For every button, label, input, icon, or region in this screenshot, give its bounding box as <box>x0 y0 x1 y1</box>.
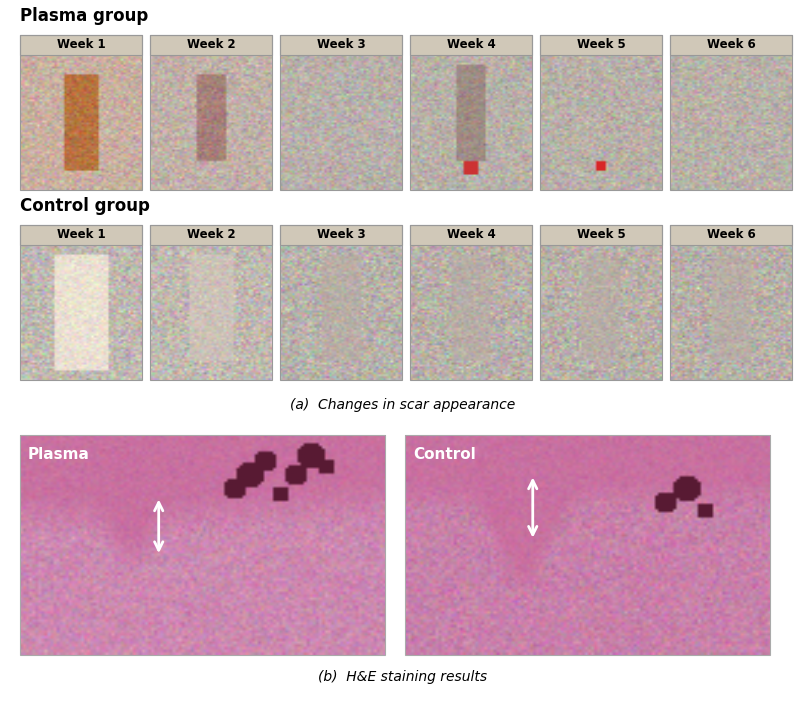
Bar <box>670 35 792 55</box>
Bar <box>150 35 272 55</box>
Text: Week 4: Week 4 <box>447 39 495 52</box>
Bar <box>150 35 272 190</box>
Text: (b)  H&E staining results: (b) H&E staining results <box>318 670 487 684</box>
Bar <box>150 225 272 245</box>
Bar <box>540 35 662 55</box>
Text: Week 3: Week 3 <box>316 39 365 52</box>
Text: Control: Control <box>413 447 476 462</box>
Bar <box>410 35 532 55</box>
Bar <box>280 225 402 380</box>
Text: Week 3: Week 3 <box>316 229 365 242</box>
Text: Week 2: Week 2 <box>187 39 235 52</box>
Text: (a)  Changes in scar appearance: (a) Changes in scar appearance <box>290 398 515 412</box>
Bar <box>405 435 770 655</box>
Bar <box>670 35 792 190</box>
Bar <box>150 225 272 380</box>
Text: Week 2: Week 2 <box>187 229 235 242</box>
Text: Week 1: Week 1 <box>56 229 105 242</box>
Bar <box>280 35 402 190</box>
Bar <box>20 225 142 380</box>
Bar <box>540 225 662 245</box>
Bar <box>410 225 532 380</box>
Bar <box>410 225 532 245</box>
Bar <box>280 35 402 55</box>
Text: Week 1: Week 1 <box>56 39 105 52</box>
Bar <box>670 225 792 380</box>
Bar <box>670 225 792 245</box>
Bar <box>20 35 142 190</box>
Bar <box>410 35 532 190</box>
Bar <box>280 225 402 245</box>
Text: Control group: Control group <box>20 197 150 215</box>
Text: Plasma group: Plasma group <box>20 7 148 25</box>
Text: Week 6: Week 6 <box>707 39 755 52</box>
Bar <box>20 435 385 655</box>
Bar <box>540 225 662 380</box>
Text: Week 4: Week 4 <box>447 229 495 242</box>
Bar <box>540 35 662 190</box>
Text: Plasma: Plasma <box>28 447 90 462</box>
Text: Week 6: Week 6 <box>707 229 755 242</box>
Bar <box>20 225 142 245</box>
Bar <box>20 35 142 55</box>
Text: Week 5: Week 5 <box>576 229 625 242</box>
Text: Week 5: Week 5 <box>576 39 625 52</box>
